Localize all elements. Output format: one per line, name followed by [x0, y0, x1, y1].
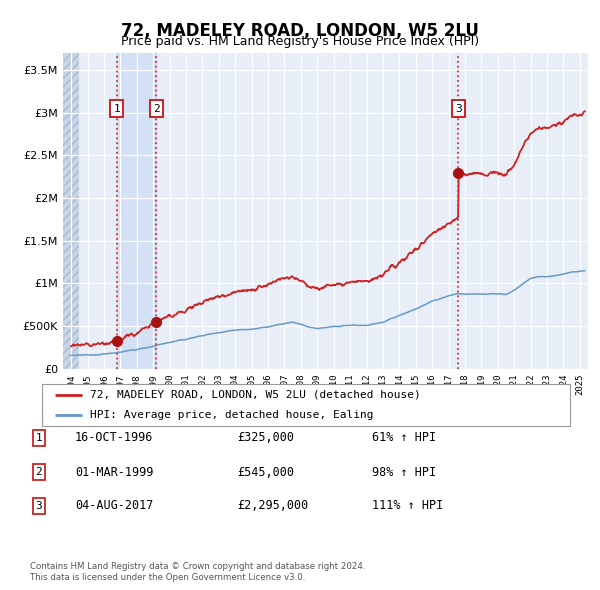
Text: £2,295,000: £2,295,000: [237, 499, 308, 512]
Text: 3: 3: [455, 104, 461, 113]
Text: 61% ↑ HPI: 61% ↑ HPI: [372, 431, 436, 444]
Text: 1: 1: [35, 433, 43, 442]
Text: 04-AUG-2017: 04-AUG-2017: [75, 499, 154, 512]
Text: 2: 2: [35, 467, 43, 477]
Text: Contains HM Land Registry data © Crown copyright and database right 2024.: Contains HM Land Registry data © Crown c…: [30, 562, 365, 571]
Text: HPI: Average price, detached house, Ealing: HPI: Average price, detached house, Eali…: [89, 409, 373, 419]
Text: 2: 2: [152, 104, 160, 113]
Bar: [117, 53, 156, 369]
Text: £325,000: £325,000: [237, 431, 294, 444]
Text: 01-MAR-1999: 01-MAR-1999: [75, 466, 154, 478]
Text: Price paid vs. HM Land Registry's House Price Index (HPI): Price paid vs. HM Land Registry's House …: [121, 35, 479, 48]
Text: £545,000: £545,000: [237, 466, 294, 478]
Bar: [63, 53, 79, 369]
Text: 1: 1: [113, 104, 121, 113]
Text: 98% ↑ HPI: 98% ↑ HPI: [372, 466, 436, 478]
Text: 72, MADELEY ROAD, LONDON, W5 2LU: 72, MADELEY ROAD, LONDON, W5 2LU: [121, 22, 479, 41]
Text: 111% ↑ HPI: 111% ↑ HPI: [372, 499, 443, 512]
Text: 3: 3: [35, 501, 43, 510]
Text: This data is licensed under the Open Government Licence v3.0.: This data is licensed under the Open Gov…: [30, 572, 305, 582]
Text: 16-OCT-1996: 16-OCT-1996: [75, 431, 154, 444]
Text: 72, MADELEY ROAD, LONDON, W5 2LU (detached house): 72, MADELEY ROAD, LONDON, W5 2LU (detach…: [89, 390, 420, 400]
